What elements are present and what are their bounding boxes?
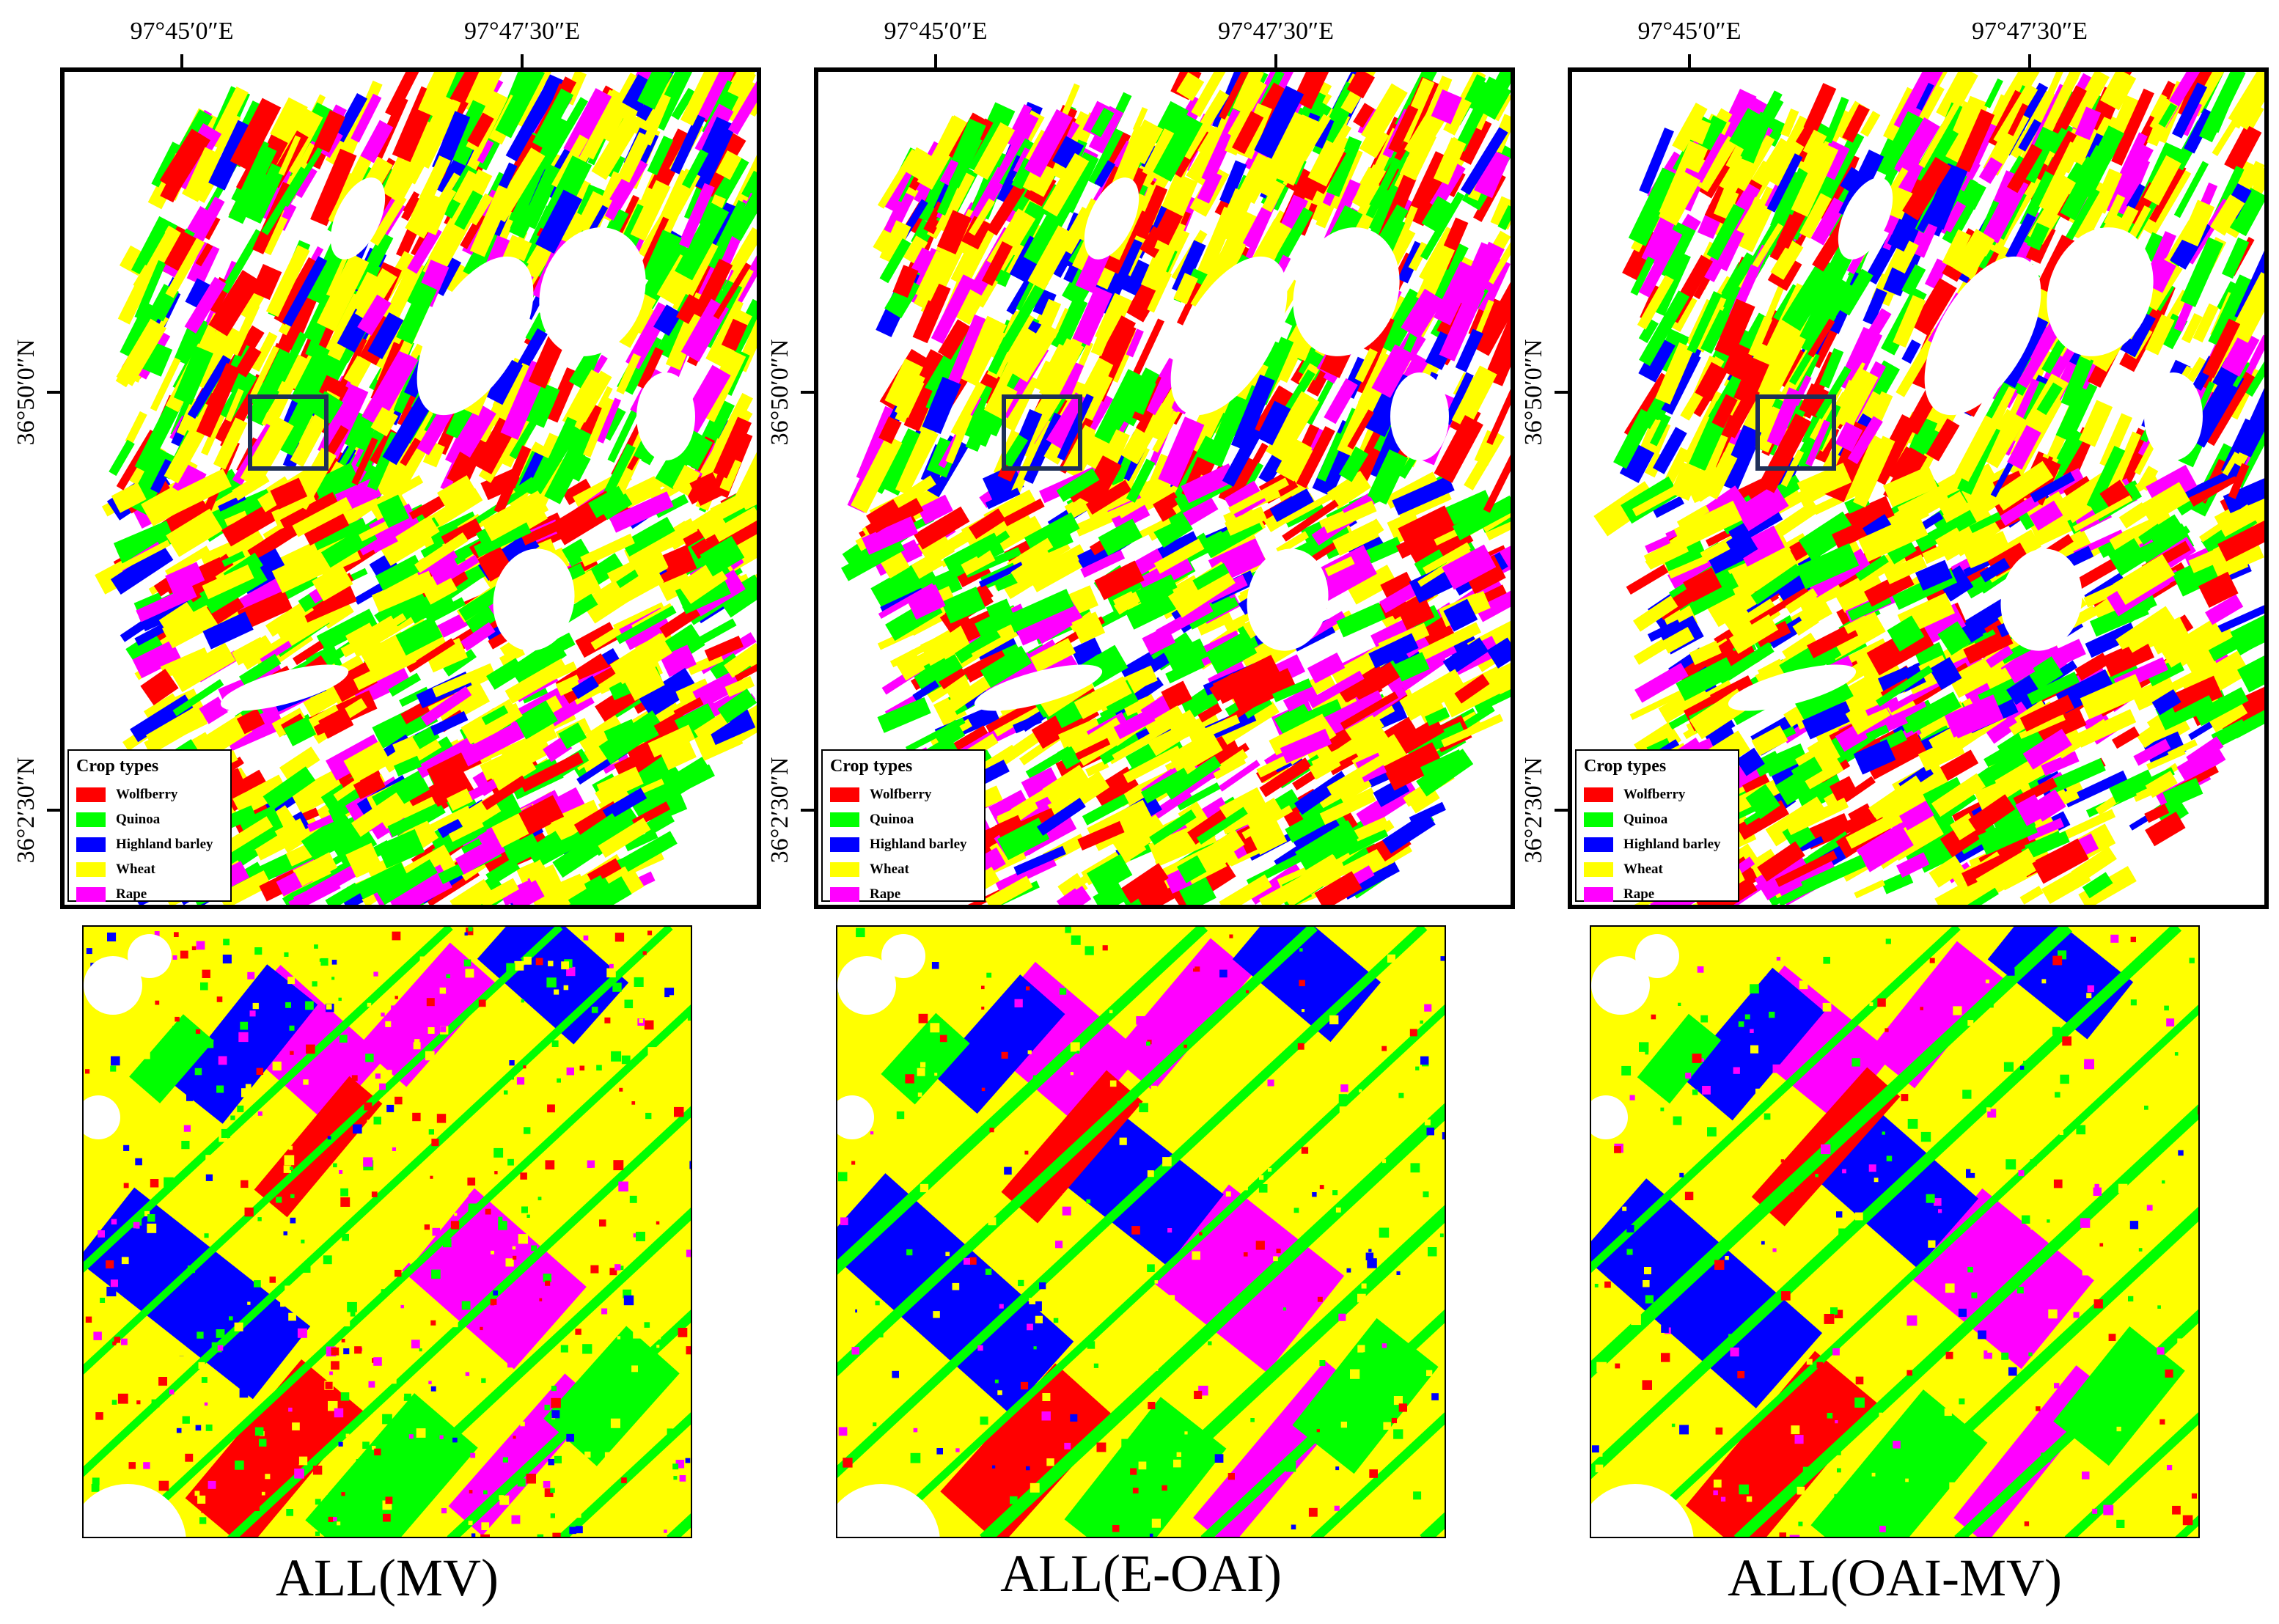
legend-title: Crop types	[830, 757, 913, 776]
panel-caption: ALL(MV)	[276, 1548, 499, 1607]
legend: Crop types Wolfberry Quinoa Highland bar…	[1575, 749, 1739, 902]
legend-item-quinoa: Quinoa	[76, 807, 223, 832]
zoomed-crop-raster	[1591, 927, 2198, 1537]
legend-item-quinoa: Quinoa	[830, 807, 977, 832]
panel-1: 97°45′0″E 97°47′30″E 36°50′0″N 36°2′30″N…	[0, 0, 761, 1624]
legend-label: Wolfberry	[870, 787, 932, 802]
legend-item-wheat: Wheat	[830, 857, 977, 882]
legend-item-rape: Rape	[830, 882, 977, 905]
legend-swatch	[830, 837, 859, 852]
legend-swatch	[1584, 837, 1613, 852]
lon-tick-mark-1	[934, 54, 937, 67]
legend-swatch	[76, 812, 106, 827]
lat-tick-label-2: 36°2′30″N	[766, 757, 793, 864]
panel-3: 97°45′0″E 97°47′30″E 36°50′0″N 36°2′30″N…	[1508, 0, 2269, 1624]
legend-label: Quinoa	[116, 812, 161, 827]
legend-swatch	[1584, 787, 1613, 802]
crop-map: Crop types Wolfberry Quinoa Highland bar…	[814, 67, 1515, 909]
lat-tick-mark-2	[1555, 809, 1568, 812]
legend-swatch	[830, 862, 859, 877]
legend-label: Rape	[116, 886, 147, 902]
legend: Crop types Wolfberry Quinoa Highland bar…	[67, 749, 232, 902]
legend-label: Wolfberry	[1623, 787, 1686, 802]
lat-tick-mark-1	[801, 391, 814, 394]
lat-tick-label-2: 36°2′30″N	[1520, 757, 1547, 864]
legend-label: Wheat	[870, 861, 909, 877]
lat-tick-mark-2	[801, 809, 814, 812]
lon-tick-mark-1	[180, 54, 183, 67]
zoomed-detail-map	[82, 925, 692, 1538]
crop-map: Crop types Wolfberry Quinoa Highland bar…	[60, 67, 761, 909]
lon-tick-mark-1	[1688, 54, 1691, 67]
legend-label: Wheat	[116, 861, 155, 877]
zoomed-crop-raster	[84, 927, 691, 1537]
lat-tick-mark-2	[47, 809, 60, 812]
crop-map: Crop types Wolfberry Quinoa Highland bar…	[1568, 67, 2269, 909]
zoom-region-box	[1002, 394, 1082, 471]
legend-item-wheat: Wheat	[76, 857, 223, 882]
lat-tick-mark-1	[47, 391, 60, 394]
legend-label: Quinoa	[870, 812, 914, 827]
lon-tick-label-1: 97°45′0″E	[884, 18, 988, 45]
legend-swatch	[1584, 812, 1613, 827]
lon-tick-label-2: 97°47′30″E	[1972, 18, 2088, 45]
legend-item-wolfberry: Wolfberry	[830, 782, 977, 807]
legend: Crop types Wolfberry Quinoa Highland bar…	[821, 749, 986, 902]
legend-item-wolfberry: Wolfberry	[76, 782, 223, 807]
legend-item-highland-barley: Highland barley	[76, 832, 223, 857]
legend-title: Crop types	[76, 757, 159, 776]
crop-classification-raster	[1593, 72, 2264, 905]
lon-tick-label-2: 97°47′30″E	[1218, 18, 1334, 45]
lon-tick-mark-2	[521, 54, 524, 67]
legend-item-rape: Rape	[76, 882, 223, 905]
legend-swatch	[830, 887, 859, 902]
lon-tick-label-1: 97°45′0″E	[1637, 18, 1742, 45]
legend-swatch	[1584, 887, 1613, 902]
lon-tick-mark-2	[1274, 54, 1277, 67]
legend-title: Crop types	[1584, 757, 1667, 776]
legend-item-rape: Rape	[1584, 882, 1731, 905]
zoomed-detail-map	[1590, 925, 2200, 1538]
legend-label: Wheat	[1623, 861, 1663, 877]
zoomed-crop-raster	[837, 927, 1445, 1537]
legend-swatch	[830, 787, 859, 802]
legend-label: Rape	[1623, 886, 1655, 902]
legend-swatch	[76, 862, 106, 877]
legend-label: Highland barley	[116, 837, 213, 852]
legend-swatch	[76, 837, 106, 852]
legend-swatch	[76, 787, 106, 802]
legend-label: Highland barley	[870, 837, 967, 852]
legend-label: Rape	[870, 886, 901, 902]
crop-classification-raster	[841, 72, 1511, 905]
legend-label: Quinoa	[1623, 812, 1668, 827]
lat-tick-label-2: 36°2′30″N	[12, 757, 40, 864]
lon-tick-label-1: 97°45′0″E	[130, 18, 234, 45]
panel-caption: ALL(E-OAI)	[1000, 1544, 1282, 1603]
legend-swatch	[76, 887, 106, 902]
zoom-region-box	[1755, 394, 1836, 471]
lon-tick-mark-2	[2028, 54, 2031, 67]
legend-swatch	[830, 812, 859, 827]
legend-label: Highland barley	[1623, 837, 1721, 852]
legend-item-wolfberry: Wolfberry	[1584, 782, 1731, 807]
legend-swatch	[1584, 862, 1613, 877]
legend-label: Wolfberry	[116, 787, 178, 802]
zoomed-detail-map	[836, 925, 1446, 1538]
lat-tick-label-1: 36°50′0″N	[1520, 339, 1547, 446]
legend-item-quinoa: Quinoa	[1584, 807, 1731, 832]
legend-item-wheat: Wheat	[1584, 857, 1731, 882]
crop-classification-raster	[95, 72, 757, 905]
zoom-region-box	[248, 394, 329, 471]
panel-caption: ALL(OAI-MV)	[1728, 1548, 2062, 1607]
lon-tick-label-2: 97°47′30″E	[464, 18, 580, 45]
panel-2: 97°45′0″E 97°47′30″E 36°50′0″N 36°2′30″N…	[754, 0, 1515, 1624]
lat-tick-mark-1	[1555, 391, 1568, 394]
legend-item-highland-barley: Highland barley	[830, 832, 977, 857]
legend-item-highland-barley: Highland barley	[1584, 832, 1731, 857]
lat-tick-label-1: 36°50′0″N	[12, 339, 40, 446]
lat-tick-label-1: 36°50′0″N	[766, 339, 793, 446]
